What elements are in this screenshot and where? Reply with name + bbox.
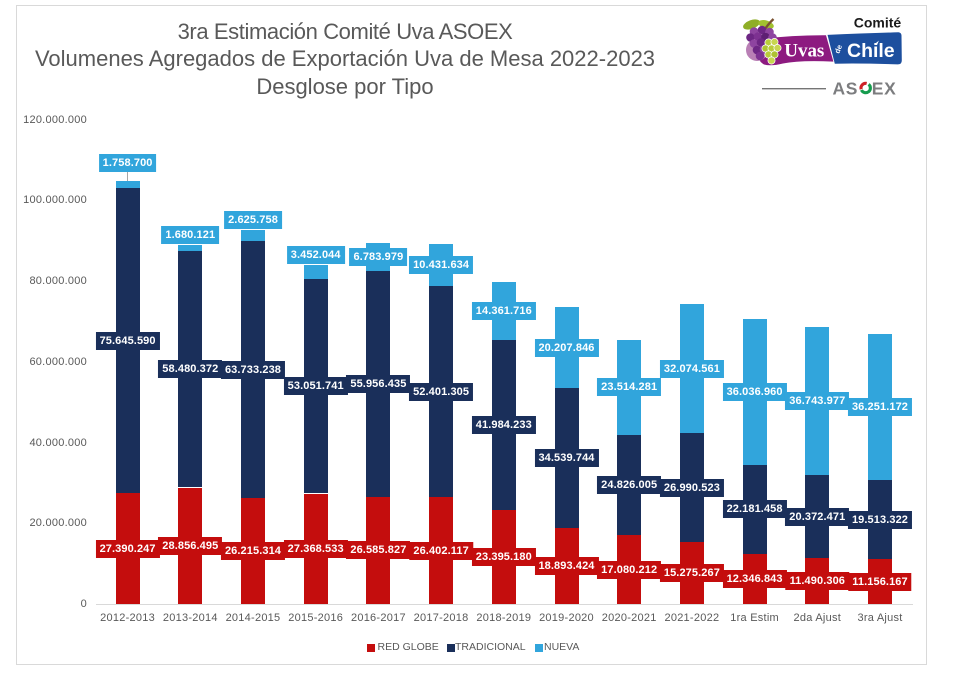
svg-text:EX: EX xyxy=(872,78,897,98)
svg-text:AS: AS xyxy=(833,78,859,98)
svg-text:Comité: Comité xyxy=(854,14,902,30)
svg-text:Chile: Chile xyxy=(847,40,895,62)
svg-text:Uvas: Uvas xyxy=(784,41,824,62)
svg-text:de: de xyxy=(833,43,844,54)
